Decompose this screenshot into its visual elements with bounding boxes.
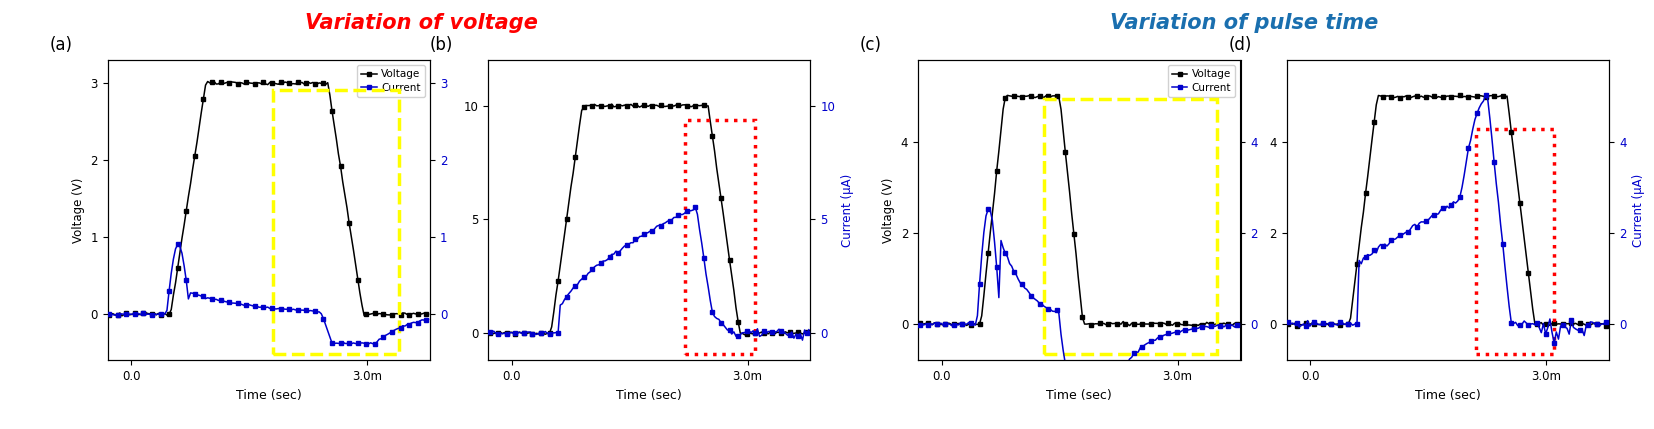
Y-axis label: Voltage (V): Voltage (V)	[71, 178, 84, 243]
Text: (d): (d)	[1229, 36, 1252, 54]
Y-axis label: Voltage (V): Voltage (V)	[882, 178, 895, 243]
X-axis label: Time (sec): Time (sec)	[1416, 389, 1480, 402]
Legend: Voltage, Current: Voltage, Current	[357, 65, 425, 97]
Bar	[685, 120, 756, 354]
Text: (c): (c)	[860, 36, 882, 54]
Y-axis label: Current (μA): Current (μA)	[840, 174, 853, 247]
Bar	[273, 90, 399, 354]
Text: (a): (a)	[50, 36, 73, 54]
Legend: Voltage, Current: Voltage, Current	[1168, 65, 1236, 97]
Text: (b): (b)	[430, 36, 453, 54]
Text: Variation of voltage: Variation of voltage	[306, 13, 538, 33]
Y-axis label: Current (μA): Current (μA)	[1632, 174, 1646, 247]
X-axis label: Time (sec): Time (sec)	[237, 389, 301, 402]
Text: Variation of pulse time: Variation of pulse time	[1110, 13, 1378, 33]
X-axis label: Time (sec): Time (sec)	[617, 389, 681, 402]
X-axis label: Time (sec): Time (sec)	[1047, 389, 1111, 402]
Bar	[1044, 99, 1217, 354]
Bar	[1475, 129, 1555, 354]
